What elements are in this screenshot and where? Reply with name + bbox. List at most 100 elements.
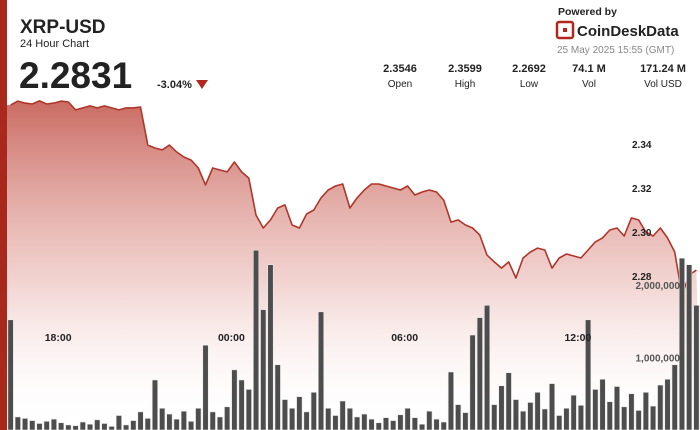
y2-tick-label: 2,000,000 (636, 281, 681, 292)
volume-bar (43, 420, 50, 430)
price-area (7, 100, 700, 430)
volume-bar (317, 311, 325, 430)
volume-bar (346, 407, 353, 430)
volume-bar (7, 319, 14, 430)
volume-bar (599, 378, 606, 430)
volume-bar (642, 391, 649, 430)
volume-bar (29, 420, 36, 430)
volume-bar (65, 424, 72, 430)
volume-bar (58, 422, 65, 430)
volume-bar (180, 410, 187, 430)
volume-bar (166, 413, 173, 430)
volume-bar (686, 264, 693, 430)
volume-bar (274, 364, 281, 430)
y-tick-label: 2.34 (632, 140, 652, 151)
volume-bar (404, 407, 411, 430)
stat-label: Vol USD (644, 79, 682, 90)
volume-bar (151, 379, 159, 430)
volume-bar (534, 391, 541, 430)
volume-bar (411, 417, 418, 430)
volume-bar (650, 405, 657, 430)
volume-bar (123, 424, 130, 430)
volume-bar (260, 309, 267, 430)
y-tick-label: 2.30 (632, 228, 652, 239)
volume-bar (462, 412, 469, 430)
volume-bar (491, 404, 498, 430)
volume-bar (592, 389, 599, 430)
volume-bar (339, 400, 346, 430)
volume-bar (188, 420, 195, 430)
stat-value: 2.3599 (448, 63, 482, 75)
volume-bar (512, 399, 519, 430)
down-arrow (196, 80, 208, 89)
volume-bar (447, 371, 454, 430)
y-tick-label: 2.28 (632, 272, 652, 283)
stat-value: 171.24 M (640, 63, 686, 75)
volume-bar (173, 418, 180, 430)
volume-bar (548, 383, 556, 430)
y-tick-label: 2.32 (632, 184, 652, 195)
volume-bar (130, 420, 137, 430)
volume-bar (664, 378, 671, 430)
y2-tick-label: 1,000,000 (636, 354, 681, 365)
volume-bar (36, 423, 43, 430)
logo-icon (555, 20, 575, 40)
volume-bar (79, 421, 86, 430)
volume-bar (628, 393, 635, 430)
volume-bar (137, 411, 144, 430)
volume-bar (281, 399, 288, 430)
brand: CoinDeskData (577, 23, 679, 40)
volume-bar (570, 394, 577, 430)
volume-bar (303, 411, 310, 430)
volume-bar (325, 407, 332, 430)
volume-bar (390, 420, 397, 430)
x-tick-label: 00:00 (218, 332, 245, 344)
volume-bar (115, 415, 122, 430)
price-line (10, 100, 697, 296)
x-tick-label: 12:00 (564, 332, 591, 344)
stat-label: Open (388, 79, 412, 90)
volume-bar (621, 406, 628, 430)
x-tick-label: 18:00 (45, 332, 72, 344)
volume-bar (94, 419, 101, 430)
volume-bar (476, 317, 483, 430)
volume-bar (86, 423, 94, 430)
stat-value: 2.2692 (512, 63, 546, 75)
volume-bar (693, 304, 700, 430)
volume-bar (14, 416, 21, 430)
volume-bar (455, 404, 462, 430)
volume-bar (397, 414, 404, 430)
volume-bar (613, 386, 621, 430)
logo: CoinDeskData (555, 20, 679, 40)
change: -3.04% (157, 79, 192, 91)
accent-bar (0, 0, 7, 430)
volume-bar (657, 384, 664, 430)
volume-bar (267, 264, 274, 430)
volume-bar (310, 391, 317, 430)
volume-bar (527, 402, 534, 430)
volume-bar (354, 416, 361, 430)
symbol: XRP-USD (20, 17, 106, 38)
stat-label: Low (520, 79, 539, 90)
volume-bar (289, 407, 296, 430)
volume-bar (440, 421, 447, 430)
volume-bar (368, 418, 375, 430)
volume-bar (577, 405, 584, 430)
volume-bar (361, 413, 368, 430)
price: 2.2831 (19, 55, 132, 96)
volume-bar (426, 410, 433, 430)
volume-bar (498, 385, 505, 430)
volume-bar (671, 364, 678, 430)
volume-bar (433, 418, 440, 430)
stat-label: High (455, 79, 476, 90)
volume-bar (541, 408, 548, 430)
stat-value: 74.1 M (572, 63, 606, 75)
volume-bar (563, 407, 570, 430)
logo-dot (563, 28, 567, 32)
volume-bar (556, 415, 563, 430)
volume-bar (678, 257, 685, 430)
volume-bar (505, 372, 512, 430)
volume-bar (50, 418, 57, 430)
